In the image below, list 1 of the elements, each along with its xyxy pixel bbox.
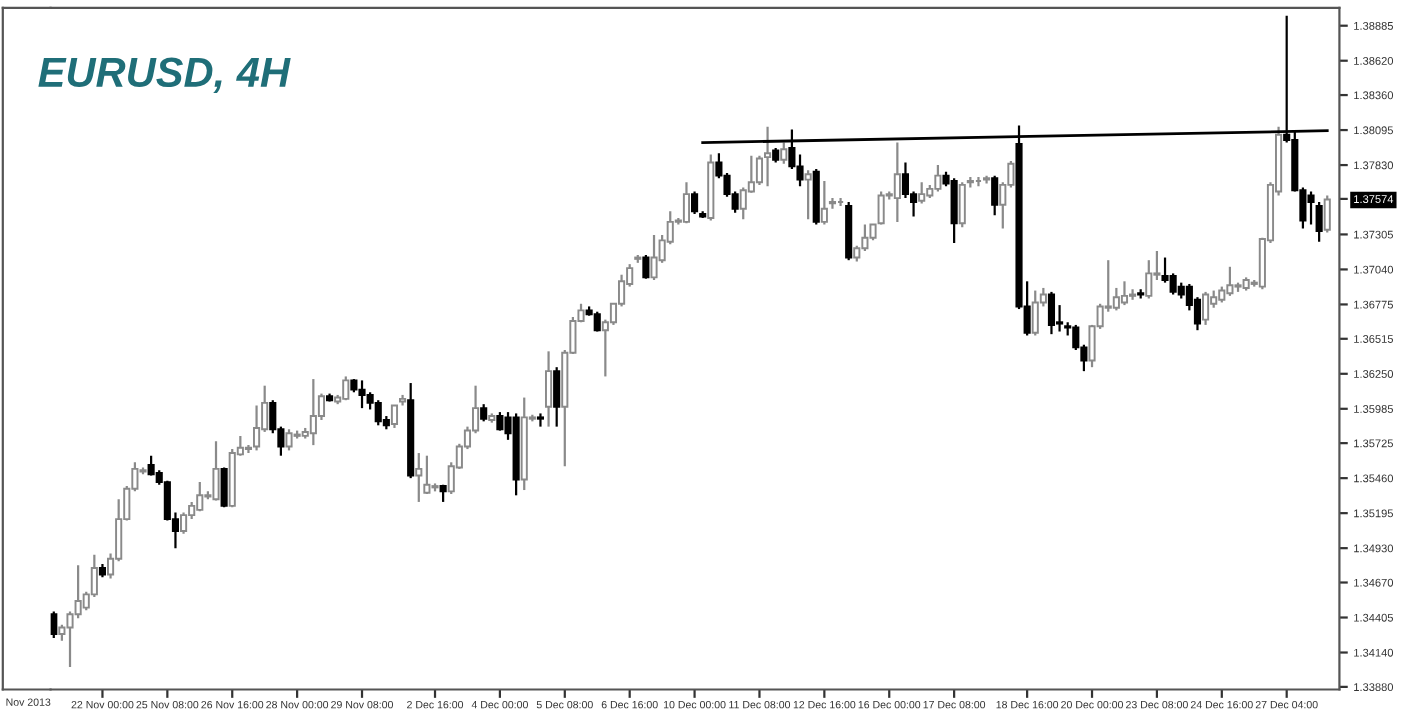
text: EURUSD, 4H (38, 57, 291, 94)
